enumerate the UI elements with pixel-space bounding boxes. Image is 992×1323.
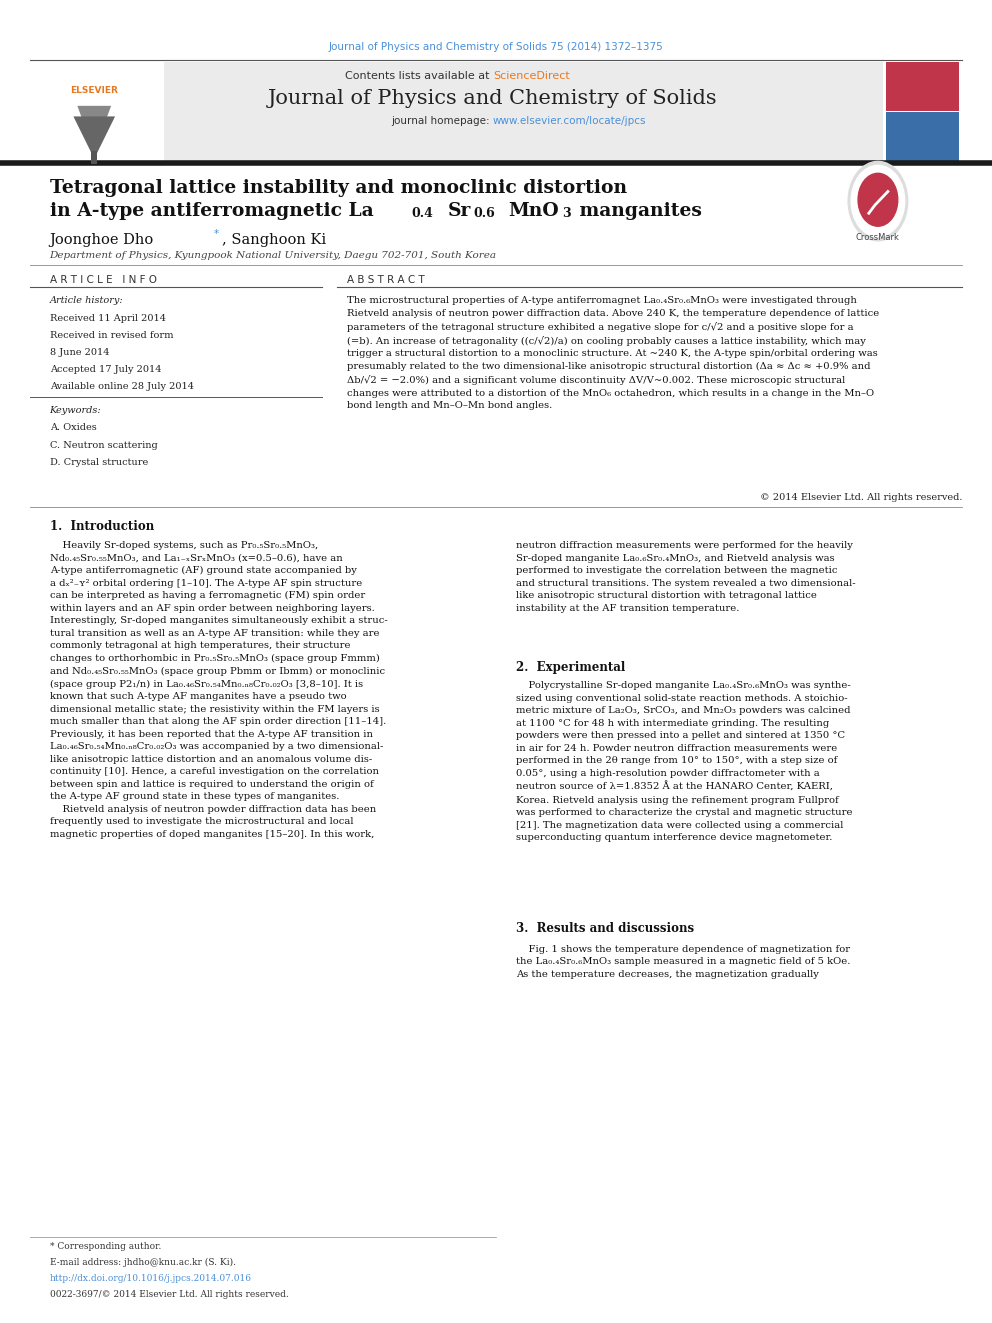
Text: 8 June 2014: 8 June 2014	[50, 348, 109, 357]
Text: Received in revised form: Received in revised form	[50, 331, 173, 340]
Text: Tetragonal lattice instability and monoclinic distortion: Tetragonal lattice instability and monoc…	[50, 179, 627, 197]
FancyBboxPatch shape	[886, 112, 959, 161]
Text: ScienceDirect: ScienceDirect	[493, 71, 569, 82]
Text: D. Crystal structure: D. Crystal structure	[50, 458, 148, 467]
Text: 2.  Experimental: 2. Experimental	[516, 662, 625, 675]
Text: Contents lists available at: Contents lists available at	[345, 71, 493, 82]
FancyBboxPatch shape	[91, 151, 97, 164]
Text: Received 11 April 2014: Received 11 April 2014	[50, 314, 166, 323]
Text: A R T I C L E   I N F O: A R T I C L E I N F O	[50, 275, 157, 286]
Text: Heavily Sr-doped systems, such as Pr₀.₅Sr₀.₅MnO₃,
Nd₀.₄₅Sr₀.₅₅MnO₃, and La₁₋ₓSrₓ: Heavily Sr-doped systems, such as Pr₀.₅S…	[50, 541, 387, 839]
Text: * Corresponding author.: * Corresponding author.	[50, 1242, 161, 1252]
Text: in A-type antiferromagnetic La: in A-type antiferromagnetic La	[50, 202, 373, 221]
Text: A B S T R A C T: A B S T R A C T	[347, 275, 425, 286]
Text: Department of Physics, Kyungpook National University, Daegu 702-701, South Korea: Department of Physics, Kyungpook Nationa…	[50, 251, 497, 261]
Text: 3: 3	[562, 206, 571, 220]
Text: Available online 28 July 2014: Available online 28 July 2014	[50, 382, 193, 392]
FancyBboxPatch shape	[886, 62, 959, 111]
Text: 0.6: 0.6	[473, 206, 495, 220]
Text: neutron diffraction measurements were performed for the heavily
Sr-doped mangani: neutron diffraction measurements were pe…	[516, 541, 855, 613]
Text: journal homepage:: journal homepage:	[391, 116, 493, 127]
Circle shape	[848, 161, 908, 241]
Text: ELSEVIER: ELSEVIER	[70, 86, 118, 95]
Text: 0.4: 0.4	[412, 206, 434, 220]
Text: 1.  Introduction: 1. Introduction	[50, 520, 154, 533]
Text: Joonghoe Dho: Joonghoe Dho	[50, 233, 154, 247]
Text: www.elsevier.com/locate/jpcs: www.elsevier.com/locate/jpcs	[493, 116, 647, 127]
Text: Fig. 1 shows the temperature dependence of magnetization for
the La₀.₄Sr₀.₆MnO₃ : Fig. 1 shows the temperature dependence …	[516, 945, 850, 979]
FancyBboxPatch shape	[30, 62, 164, 161]
Text: A. Oxides: A. Oxides	[50, 423, 96, 433]
Text: Journal of Physics and Chemistry of Solids: Journal of Physics and Chemistry of Soli…	[268, 89, 718, 107]
Text: Polycrystalline Sr-doped manganite La₀.₄Sr₀.₆MnO₃ was synthe-
sized using conven: Polycrystalline Sr-doped manganite La₀.₄…	[516, 681, 852, 841]
Text: C. Neutron scattering: C. Neutron scattering	[50, 441, 158, 450]
Polygon shape	[73, 116, 115, 159]
Text: 0022-3697/© 2014 Elsevier Ltd. All rights reserved.: 0022-3697/© 2014 Elsevier Ltd. All right…	[50, 1290, 289, 1299]
Text: manganites: manganites	[573, 202, 702, 221]
Circle shape	[858, 173, 898, 226]
Text: Accepted 17 July 2014: Accepted 17 July 2014	[50, 365, 161, 374]
Circle shape	[851, 165, 905, 237]
Text: Journal of Physics and Chemistry of Solids 75 (2014) 1372–1375: Journal of Physics and Chemistry of Soli…	[328, 42, 664, 53]
Text: Keywords:: Keywords:	[50, 406, 101, 415]
Text: © 2014 Elsevier Ltd. All rights reserved.: © 2014 Elsevier Ltd. All rights reserved…	[760, 493, 962, 503]
Text: CrossMark: CrossMark	[856, 233, 900, 242]
Text: http://dx.doi.org/10.1016/j.jpcs.2014.07.016: http://dx.doi.org/10.1016/j.jpcs.2014.07…	[50, 1274, 252, 1283]
Text: *: *	[213, 229, 218, 239]
Polygon shape	[77, 106, 111, 152]
Text: E-mail address: jhdho@knu.ac.kr (S. Ki).: E-mail address: jhdho@knu.ac.kr (S. Ki).	[50, 1258, 236, 1267]
Text: MnO: MnO	[508, 202, 558, 221]
Text: Article history:: Article history:	[50, 296, 123, 306]
Text: Sr: Sr	[447, 202, 471, 221]
Text: The microstructural properties of A-type antiferromagnet La₀.₄Sr₀.₆MnO₃ were inv: The microstructural properties of A-type…	[347, 296, 880, 410]
Text: , Sanghoon Ki: , Sanghoon Ki	[222, 233, 326, 247]
Text: 3.  Results and discussions: 3. Results and discussions	[516, 922, 694, 935]
FancyBboxPatch shape	[30, 62, 883, 161]
